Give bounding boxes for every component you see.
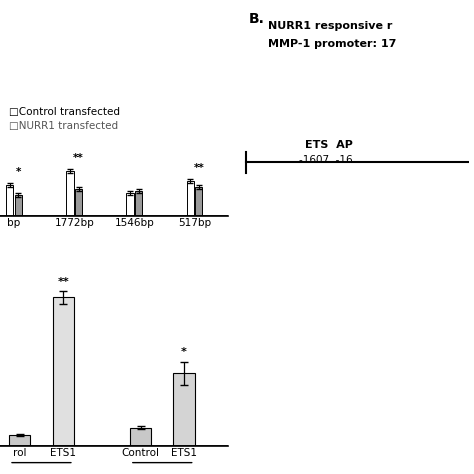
- Bar: [53, 298, 74, 446]
- Text: **: **: [73, 153, 84, 163]
- Bar: [9, 435, 30, 446]
- Bar: [187, 181, 194, 216]
- Text: B.: B.: [249, 12, 264, 26]
- Bar: [135, 191, 142, 216]
- Text: □Control transfected: □Control transfected: [9, 107, 120, 117]
- Bar: [66, 171, 73, 216]
- Bar: [15, 195, 22, 216]
- Bar: [195, 187, 202, 216]
- Bar: [127, 193, 134, 216]
- Text: NURR1 responsive r: NURR1 responsive r: [268, 21, 392, 31]
- Text: -1607  -16: -1607 -16: [299, 155, 353, 165]
- Bar: [6, 185, 13, 216]
- Bar: [75, 189, 82, 216]
- Text: *: *: [16, 167, 21, 177]
- Text: *: *: [181, 347, 187, 357]
- Text: MMP-1 promoter: 17: MMP-1 promoter: 17: [268, 39, 396, 49]
- Text: **: **: [193, 163, 204, 173]
- Text: ETS  AP: ETS AP: [305, 140, 354, 150]
- Text: **: **: [57, 277, 69, 287]
- Text: □NURR1 transfected: □NURR1 transfected: [9, 121, 119, 131]
- Bar: [130, 428, 151, 446]
- Bar: [173, 374, 195, 446]
